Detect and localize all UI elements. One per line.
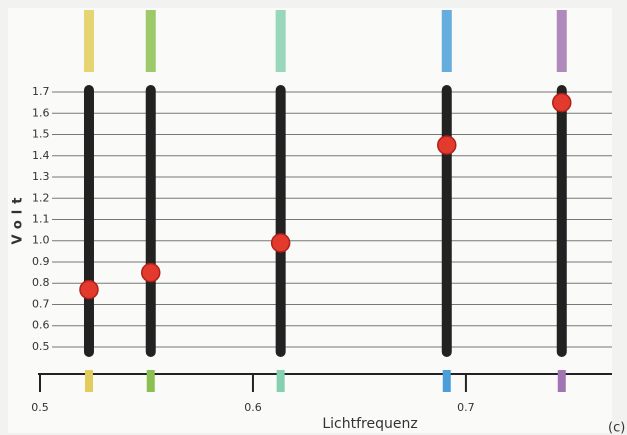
- color-marker: [277, 370, 285, 392]
- color-strip: [276, 10, 286, 72]
- y-tick-label: 0.7: [32, 297, 50, 310]
- x-tick-label: 0.6: [244, 401, 262, 414]
- corner-note: (c): [608, 421, 625, 435]
- color-strip: [442, 10, 452, 72]
- y-tick-label: 0.5: [32, 340, 50, 353]
- color-strip: [84, 10, 94, 72]
- y-tick-label: 0.6: [32, 319, 50, 332]
- y-tick-label: 1.0: [32, 234, 50, 247]
- y-tick-label: 1.6: [32, 106, 50, 119]
- color-strip: [557, 10, 567, 72]
- x-tick-label: 0.5: [31, 401, 49, 414]
- color-strip: [146, 10, 156, 72]
- board: [8, 8, 612, 433]
- y-tick-label: 1.2: [32, 191, 50, 204]
- y-tick-label: 1.7: [32, 85, 50, 98]
- color-marker: [443, 370, 451, 392]
- page: {"chart_data": {"type": "scatter", "y_la…: [0, 0, 627, 435]
- y-axis-label: Volt: [11, 192, 26, 245]
- y-tick-label: 1.4: [32, 149, 50, 162]
- color-marker: [147, 370, 155, 392]
- y-tick-label: 1.3: [32, 170, 50, 183]
- point: [438, 136, 456, 154]
- point: [80, 281, 98, 299]
- color-marker: [558, 370, 566, 392]
- y-tick-label: 1.5: [32, 128, 50, 141]
- y-tick-label: 0.8: [32, 276, 50, 289]
- y-tick-label: 0.9: [32, 255, 50, 268]
- point: [272, 234, 290, 252]
- color-marker: [85, 370, 93, 392]
- point: [553, 94, 571, 112]
- y-tick-label: 1.1: [32, 213, 50, 226]
- x-tick-label: 0.7: [457, 401, 475, 414]
- point: [142, 264, 160, 282]
- chart: Volt Lichtfrequenz (c) 0.5 0.6 0.7 0.8 0.9 1.…: [0, 0, 627, 435]
- x-axis-label: Lichtfrequenz: [322, 416, 417, 432]
